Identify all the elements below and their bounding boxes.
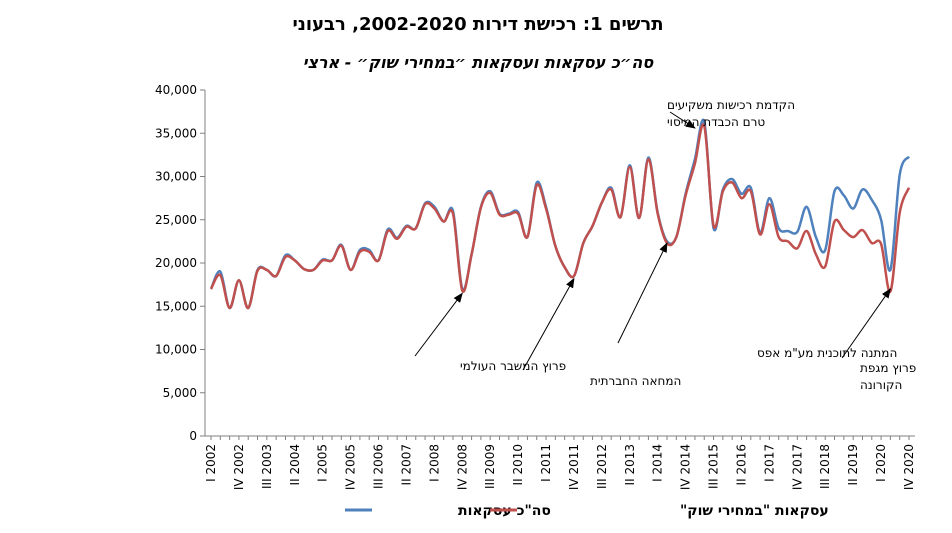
x-tick-label: I 2020 xyxy=(874,444,888,482)
x-tick-label: IV 2011 xyxy=(567,444,581,490)
annotation-label: הקורונה xyxy=(860,378,902,392)
x-tick-label: IV 2017 xyxy=(790,444,804,490)
y-tick-label: 15,000 xyxy=(155,299,197,313)
x-tick-label: I 2002 xyxy=(204,444,218,482)
x-tick-label: II 2016 xyxy=(734,444,748,485)
x-axis-ticks: I 2002 IV 2002 III 2003 II 2004 I 2005 IV 200… xyxy=(204,436,916,490)
annotation-arrow xyxy=(617,242,668,344)
x-tick-label: I 2011 xyxy=(539,444,553,482)
series-line-total-transactions xyxy=(209,118,911,310)
x-tick-label: I 2008 xyxy=(427,444,441,482)
annotation-arrow xyxy=(669,111,696,129)
x-tick-label: II 2010 xyxy=(511,444,525,485)
chart-title: תרשים 1: רכישת דירות 2002-2020, רבעוני xyxy=(292,14,663,35)
x-tick-label: IV 2014 xyxy=(679,444,693,490)
annotation-label: המתנה לתוכנית מע"מ אפס xyxy=(757,346,897,360)
x-tick-label: I 2014 xyxy=(651,444,665,482)
series-line-market-price-transactions xyxy=(209,123,911,310)
x-tick-label: IV 2020 xyxy=(902,444,916,490)
legend: סה"כ עסקאות עסקאות "במחירי שוק" xyxy=(345,503,829,519)
chart-subtitle: סה״כ עסקאות ועסקאות ״במחירי שוק״ - ארצי xyxy=(303,53,655,72)
x-tick-label: IV 2008 xyxy=(455,444,469,490)
y-tick-label: 25,000 xyxy=(155,213,197,227)
x-tick-label: I 2017 xyxy=(762,444,776,482)
x-tick-label: II 2019 xyxy=(846,444,860,485)
x-tick-label: IV 2002 xyxy=(232,444,246,490)
x-tick-label: III 2012 xyxy=(595,444,609,489)
annotation-label: הקדמת רכישות משקיעים xyxy=(667,98,795,112)
annotation-arrow xyxy=(841,288,891,359)
annotation-label: פרוץ מגפת xyxy=(860,361,916,375)
x-tick-label: III 2015 xyxy=(707,444,721,489)
y-tick-label: 0 xyxy=(189,429,197,443)
y-tick-label: 10,000 xyxy=(155,343,197,357)
x-tick-label: IV 2005 xyxy=(344,444,358,490)
annotations: פרוץ המשבר העולמי המחאה החברתית המתנה לתוכ… xyxy=(414,98,916,392)
x-tick-label: II 2004 xyxy=(288,444,302,485)
y-tick-label: 30,000 xyxy=(155,170,197,184)
legend-label-market: עסקאות "במחירי שוק" xyxy=(680,503,829,519)
x-tick-label: II 2013 xyxy=(623,444,637,485)
annotation-label: המחאה החברתית xyxy=(590,374,681,388)
x-tick-label: III 2003 xyxy=(260,444,274,489)
annotation-arrow xyxy=(414,292,463,357)
annotation-arrow xyxy=(522,277,575,371)
y-tick-label: 35,000 xyxy=(155,126,197,140)
x-tick-label: III 2006 xyxy=(372,444,386,489)
x-tick-label: I 2005 xyxy=(316,444,330,482)
annotation-label: פרוץ המשבר העולמי xyxy=(460,359,566,373)
y-tick-label: 40,000 xyxy=(155,83,197,97)
y-tick-label: 20,000 xyxy=(155,256,197,270)
x-tick-label: III 2009 xyxy=(483,444,497,489)
x-tick-label: II 2007 xyxy=(399,444,413,485)
axes xyxy=(204,90,915,437)
y-tick-label: 5,000 xyxy=(163,386,197,400)
series-lines xyxy=(209,118,911,310)
x-tick-label: III 2018 xyxy=(818,444,832,489)
annotation-label: טרם הכבדת המיסוי xyxy=(667,115,765,129)
y-axis-ticks: 0 5,000 10,000 15,000 20,000 25,000 30,000 35,0… xyxy=(155,83,205,443)
